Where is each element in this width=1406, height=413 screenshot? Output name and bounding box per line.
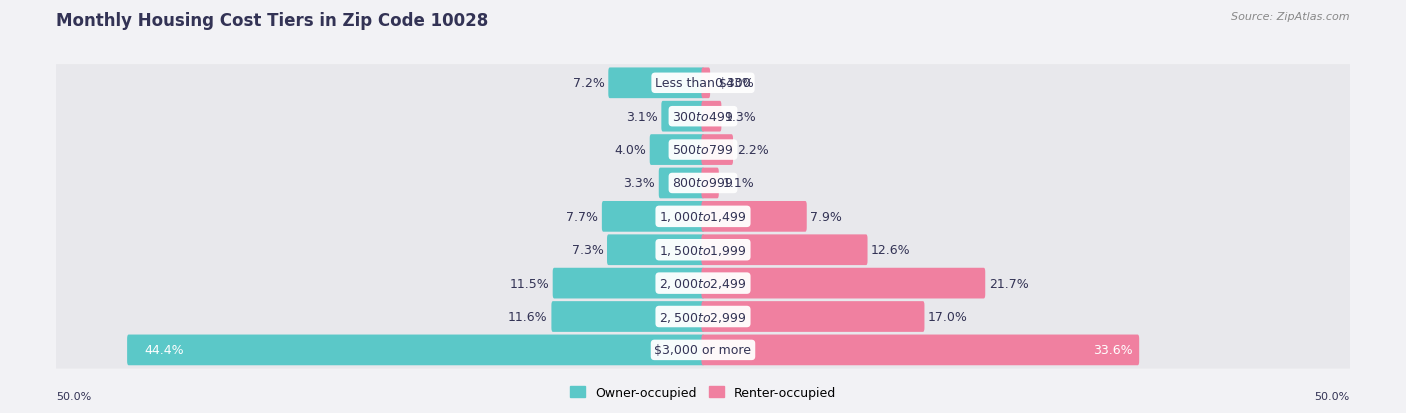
Text: 33.6%: 33.6% bbox=[1092, 344, 1132, 356]
Text: 0.43%: 0.43% bbox=[714, 77, 754, 90]
FancyBboxPatch shape bbox=[650, 135, 704, 166]
FancyBboxPatch shape bbox=[602, 202, 704, 232]
Text: 1.1%: 1.1% bbox=[723, 177, 754, 190]
FancyBboxPatch shape bbox=[55, 65, 1351, 102]
FancyBboxPatch shape bbox=[702, 202, 807, 232]
Text: $1,000 to $1,499: $1,000 to $1,499 bbox=[659, 210, 747, 224]
Text: $2,500 to $2,999: $2,500 to $2,999 bbox=[659, 310, 747, 324]
Text: 3.3%: 3.3% bbox=[623, 177, 655, 190]
Text: $3,000 or more: $3,000 or more bbox=[655, 344, 751, 356]
FancyBboxPatch shape bbox=[55, 165, 1351, 202]
Text: 12.6%: 12.6% bbox=[872, 244, 911, 256]
FancyBboxPatch shape bbox=[661, 102, 704, 132]
Text: 7.7%: 7.7% bbox=[567, 210, 598, 223]
Text: $2,000 to $2,499: $2,000 to $2,499 bbox=[659, 276, 747, 290]
Text: 21.7%: 21.7% bbox=[988, 277, 1029, 290]
FancyBboxPatch shape bbox=[702, 102, 721, 132]
Text: 4.0%: 4.0% bbox=[614, 144, 647, 157]
FancyBboxPatch shape bbox=[55, 298, 1351, 335]
Text: 2.2%: 2.2% bbox=[737, 144, 769, 157]
FancyBboxPatch shape bbox=[609, 68, 704, 99]
FancyBboxPatch shape bbox=[702, 268, 986, 299]
Text: $300 to $499: $300 to $499 bbox=[672, 110, 734, 123]
Text: 50.0%: 50.0% bbox=[1315, 392, 1350, 401]
Legend: Owner-occupied, Renter-occupied: Owner-occupied, Renter-occupied bbox=[565, 381, 841, 404]
FancyBboxPatch shape bbox=[551, 301, 704, 332]
FancyBboxPatch shape bbox=[607, 235, 704, 266]
Text: 7.9%: 7.9% bbox=[810, 210, 842, 223]
FancyBboxPatch shape bbox=[55, 98, 1351, 135]
Text: Monthly Housing Cost Tiers in Zip Code 10028: Monthly Housing Cost Tiers in Zip Code 1… bbox=[56, 12, 488, 30]
Text: 11.5%: 11.5% bbox=[509, 277, 550, 290]
FancyBboxPatch shape bbox=[702, 135, 733, 166]
FancyBboxPatch shape bbox=[702, 335, 1139, 366]
Text: 17.0%: 17.0% bbox=[928, 310, 967, 323]
Text: 7.3%: 7.3% bbox=[571, 244, 603, 256]
Text: Less than $300: Less than $300 bbox=[655, 77, 751, 90]
FancyBboxPatch shape bbox=[127, 335, 704, 366]
Text: $500 to $799: $500 to $799 bbox=[672, 144, 734, 157]
FancyBboxPatch shape bbox=[702, 68, 710, 99]
Text: 3.1%: 3.1% bbox=[626, 110, 658, 123]
FancyBboxPatch shape bbox=[702, 235, 868, 266]
Text: 44.4%: 44.4% bbox=[145, 344, 184, 356]
FancyBboxPatch shape bbox=[702, 168, 718, 199]
Text: Source: ZipAtlas.com: Source: ZipAtlas.com bbox=[1232, 12, 1350, 22]
FancyBboxPatch shape bbox=[659, 168, 704, 199]
FancyBboxPatch shape bbox=[702, 301, 925, 332]
Text: 50.0%: 50.0% bbox=[56, 392, 91, 401]
Text: 11.6%: 11.6% bbox=[508, 310, 548, 323]
FancyBboxPatch shape bbox=[55, 231, 1351, 269]
Text: $1,500 to $1,999: $1,500 to $1,999 bbox=[659, 243, 747, 257]
Text: $800 to $999: $800 to $999 bbox=[672, 177, 734, 190]
FancyBboxPatch shape bbox=[55, 265, 1351, 302]
FancyBboxPatch shape bbox=[55, 198, 1351, 235]
Text: 1.3%: 1.3% bbox=[725, 110, 756, 123]
FancyBboxPatch shape bbox=[55, 132, 1351, 169]
FancyBboxPatch shape bbox=[55, 331, 1351, 369]
Text: 7.2%: 7.2% bbox=[572, 77, 605, 90]
FancyBboxPatch shape bbox=[553, 268, 704, 299]
